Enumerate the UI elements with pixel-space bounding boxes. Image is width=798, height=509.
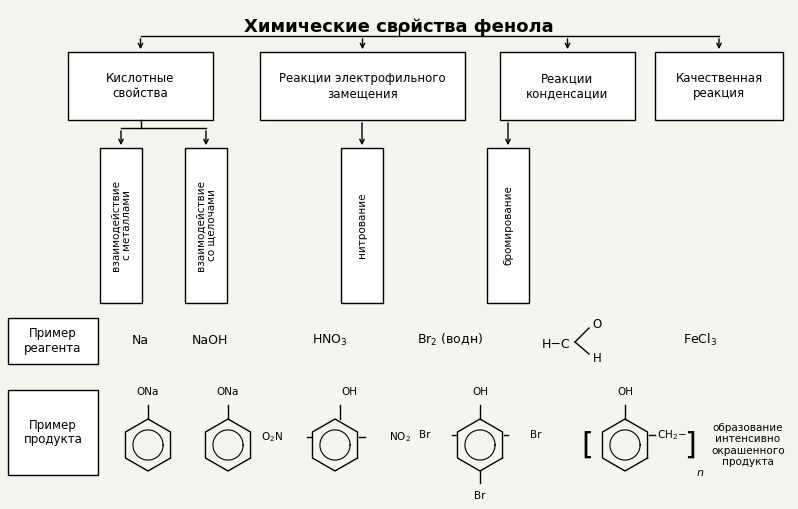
Bar <box>655 52 783 120</box>
Bar <box>487 148 529 303</box>
Text: FeCl$_3$: FeCl$_3$ <box>683 332 717 348</box>
Text: бромирование: бромирование <box>503 186 513 265</box>
Bar <box>341 148 383 303</box>
Text: NaOH: NaOH <box>192 333 228 347</box>
Text: Пример
реагента: Пример реагента <box>24 327 81 355</box>
Text: ]: ] <box>684 431 696 460</box>
Text: Na: Na <box>132 333 148 347</box>
Bar <box>260 52 465 120</box>
Text: OH: OH <box>617 387 633 397</box>
Text: H−C: H−C <box>541 338 570 352</box>
Text: Реакции электрофильного
замещения: Реакции электрофильного замещения <box>279 72 446 100</box>
Text: n: n <box>697 468 704 478</box>
Text: взаимодействие
со щелочами: взаимодействие со щелочами <box>196 180 217 271</box>
Bar <box>8 318 98 364</box>
Bar <box>68 52 213 120</box>
Text: H: H <box>593 352 602 364</box>
Text: Пример
продукта: Пример продукта <box>24 418 82 446</box>
Text: Кислотные
свойства: Кислотные свойства <box>106 72 175 100</box>
Text: Br: Br <box>530 430 542 440</box>
Text: OH: OH <box>341 387 357 397</box>
Text: Br$_2$ (водн): Br$_2$ (водн) <box>417 332 483 348</box>
Text: взаимодействие
с металлами: взаимодействие с металлами <box>110 180 132 271</box>
Bar <box>100 148 142 303</box>
Bar <box>8 390 98 475</box>
Text: OH: OH <box>472 387 488 397</box>
Text: ONa: ONa <box>217 387 239 397</box>
Text: O$_2$N: O$_2$N <box>261 430 283 444</box>
Text: образование
интенсивно
окрашенного
продукта: образование интенсивно окрашенного проду… <box>711 422 784 467</box>
Text: NO$_2$: NO$_2$ <box>389 430 411 444</box>
Text: ONa: ONa <box>136 387 159 397</box>
Text: Реакции
конденсации: Реакции конденсации <box>527 72 609 100</box>
Bar <box>500 52 635 120</box>
Text: O: O <box>592 318 602 330</box>
Text: HNO$_3$: HNO$_3$ <box>312 332 348 348</box>
Text: Br: Br <box>474 491 486 501</box>
Text: Качественная
реакция: Качественная реакция <box>675 72 763 100</box>
Text: нитрование: нитрование <box>357 193 367 258</box>
Text: [: [ <box>581 431 593 460</box>
Bar <box>185 148 227 303</box>
Text: Химические свойства фенола: Химические свойства фенола <box>244 18 554 36</box>
Text: Br: Br <box>418 430 430 440</box>
Text: CH$_2$−: CH$_2$− <box>657 428 687 442</box>
